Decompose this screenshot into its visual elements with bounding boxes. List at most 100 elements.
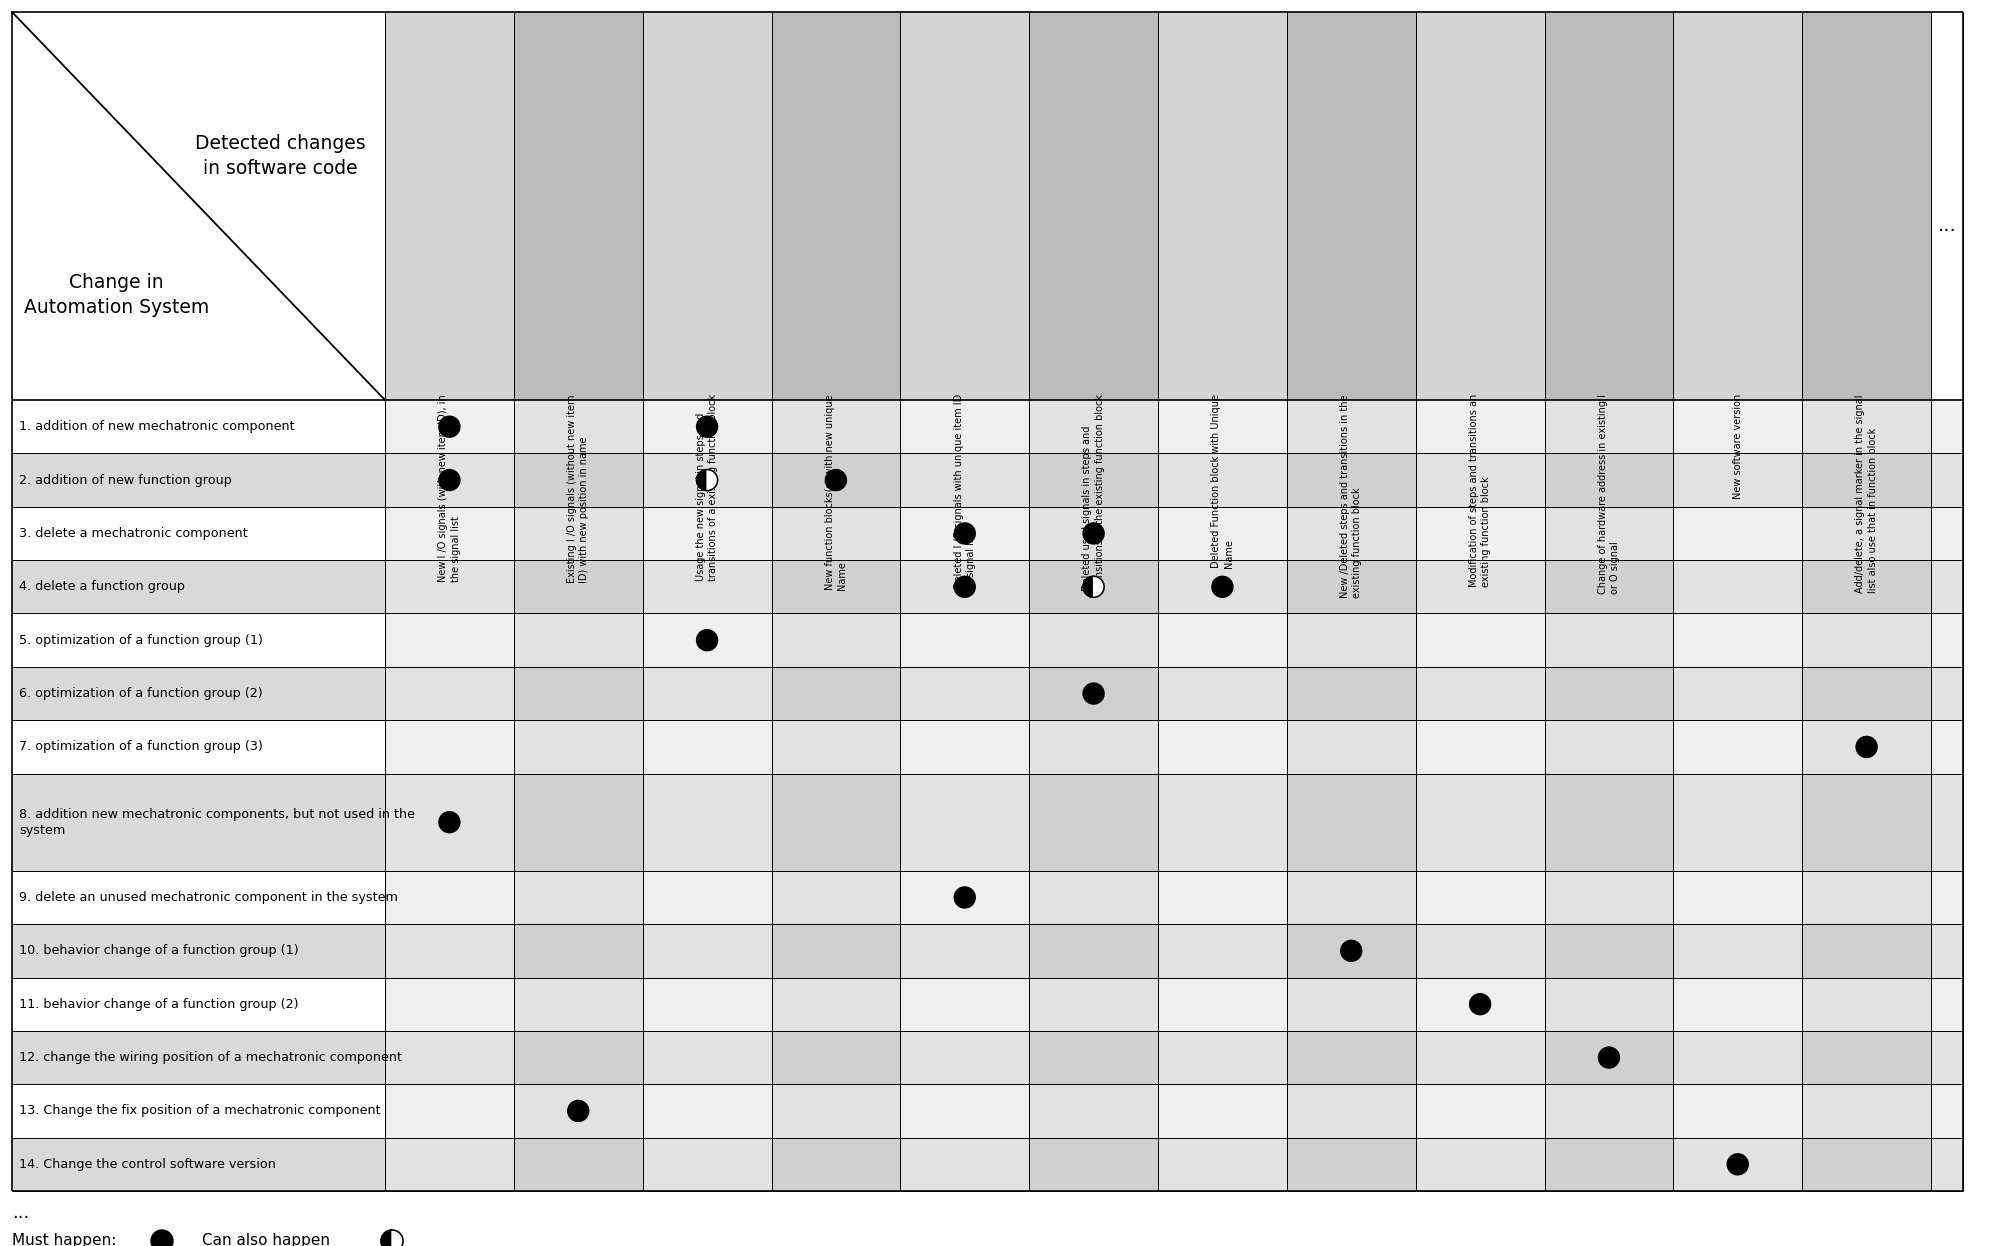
Bar [772,871,899,925]
Bar [1929,400,1961,454]
Bar [1543,507,1673,561]
Bar [1673,454,1802,507]
Text: ...: ... [1937,216,1955,235]
Bar [1802,1138,1929,1191]
Circle shape [1082,683,1104,704]
Bar [1287,454,1414,507]
Bar [899,561,1028,613]
Text: ...: ... [12,1204,30,1222]
Bar [1028,400,1158,454]
Bar [513,454,642,507]
Bar [772,1138,899,1191]
Bar [642,400,772,454]
Bar [772,1084,899,1138]
Bar [899,774,1028,871]
Bar [1543,925,1673,978]
Bar [384,720,513,774]
Bar [1414,12,1543,400]
Bar [12,400,384,454]
Bar [1287,871,1414,925]
Bar [772,667,899,720]
Wedge shape [392,1230,404,1246]
Bar [899,613,1028,667]
Bar [1929,1138,1961,1191]
Bar [1673,1138,1802,1191]
Bar [899,454,1028,507]
Bar [1158,400,1287,454]
Bar [1287,1138,1414,1191]
Bar [772,613,899,667]
Bar [1414,978,1543,1030]
Bar [513,400,642,454]
Text: 4. delete a function group: 4. delete a function group [20,581,185,593]
Bar [642,1084,772,1138]
Bar [1158,978,1287,1030]
Bar [384,454,513,507]
Text: Change in
Automation System: Change in Automation System [24,273,209,318]
Circle shape [380,1230,404,1246]
Bar [899,507,1028,561]
Bar [1414,400,1543,454]
Text: 14. Change the control software version: 14. Change the control software version [20,1158,276,1171]
Circle shape [440,811,459,832]
Text: 11. behavior change of a function group (2): 11. behavior change of a function group … [20,998,298,1011]
Bar [1158,720,1287,774]
Text: 2. addition of new function group: 2. addition of new function group [20,473,233,486]
Bar [899,667,1028,720]
Circle shape [1856,736,1876,758]
Bar [384,667,513,720]
Bar [1929,871,1961,925]
Bar [899,871,1028,925]
Bar [1673,613,1802,667]
Bar [1287,667,1414,720]
Bar [1414,667,1543,720]
Bar [1158,1030,1287,1084]
Bar [1287,400,1414,454]
Bar [384,507,513,561]
Text: Must happen:: Must happen: [12,1234,115,1246]
Bar [12,720,384,774]
Bar [1414,1084,1543,1138]
Bar [1158,12,1287,400]
Circle shape [1082,577,1104,597]
Bar [772,774,899,871]
Bar [1158,507,1287,561]
Bar [12,1084,384,1138]
Bar [642,1138,772,1191]
Bar [1414,507,1543,561]
Bar [772,720,899,774]
Bar [513,720,642,774]
Bar [513,1084,642,1138]
Bar [899,720,1028,774]
Bar [384,1084,513,1138]
Bar [1802,613,1929,667]
Bar [1929,1084,1961,1138]
Bar [772,454,899,507]
Circle shape [151,1230,173,1246]
Bar [384,1030,513,1084]
Circle shape [440,470,459,491]
Bar [384,12,513,400]
Text: 10. behavior change of a function group (1): 10. behavior change of a function group … [20,944,298,957]
Bar [1802,1084,1929,1138]
Bar [1158,925,1287,978]
Bar [1543,454,1673,507]
Circle shape [696,629,718,650]
Bar [1028,613,1158,667]
Bar [899,925,1028,978]
Bar [1158,871,1287,925]
Bar [1802,925,1929,978]
Bar [772,978,899,1030]
Circle shape [1597,1047,1619,1068]
Bar [12,774,384,871]
Bar [1028,12,1158,400]
Bar [1802,454,1929,507]
Bar [1929,1030,1961,1084]
Bar [642,454,772,507]
Bar [1287,561,1414,613]
Text: 13. Change the fix position of a mechatronic component: 13. Change the fix position of a mechatr… [20,1104,380,1118]
Bar [1158,613,1287,667]
Text: 12. change the wiring position of a mechatronic component: 12. change the wiring position of a mech… [20,1052,402,1064]
Bar [12,561,384,613]
Bar [1028,1030,1158,1084]
